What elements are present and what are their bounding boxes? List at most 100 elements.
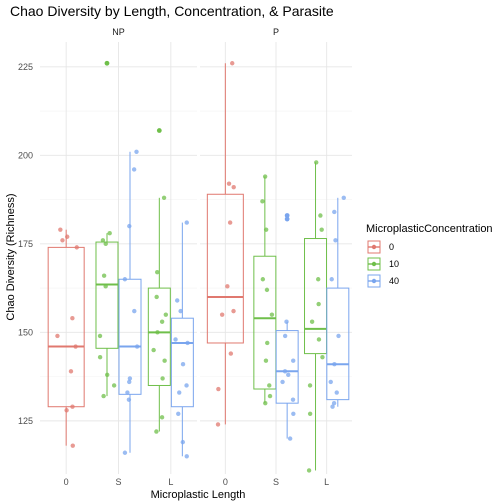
box-body	[118, 278, 142, 395]
data-point	[291, 411, 296, 417]
data-point	[332, 362, 337, 367]
data-point	[329, 277, 334, 282]
data-point	[307, 383, 313, 388]
panel-np: NP 0 S L	[40, 27, 197, 487]
data-point	[103, 241, 108, 247]
data-point	[73, 344, 78, 349]
y-tick-label-150: 150	[18, 327, 33, 337]
data-point	[284, 319, 289, 324]
data-point	[55, 333, 60, 339]
data-point	[126, 397, 132, 402]
data-point	[260, 199, 265, 204]
data-point	[127, 376, 133, 381]
chart-title: Chao Diversity by Length, Concentration,…	[10, 3, 334, 19]
data-point	[132, 308, 137, 314]
panel-p: P 0 S L	[200, 27, 352, 487]
data-point	[227, 220, 233, 225]
data-point	[341, 195, 346, 201]
data-point	[184, 454, 189, 459]
data-point	[111, 383, 117, 388]
data-point	[267, 393, 273, 399]
data-point	[68, 369, 74, 374]
data-point	[173, 337, 178, 342]
data-point	[309, 319, 315, 324]
data-point	[159, 319, 165, 324]
legend-label-0: 0	[389, 242, 394, 252]
data-point	[180, 362, 186, 367]
data-point	[263, 400, 268, 406]
data-point	[151, 347, 156, 353]
box-p-s-10	[253, 174, 277, 406]
data-point	[122, 450, 128, 455]
legend-key-point	[371, 278, 377, 284]
data-point	[175, 298, 180, 303]
y-tick-label-200: 200	[18, 150, 33, 160]
data-point	[65, 234, 70, 239]
data-point	[154, 294, 159, 300]
data-point	[154, 429, 159, 434]
x-tick-label: S	[273, 477, 279, 487]
data-point	[225, 284, 230, 289]
data-point	[331, 400, 337, 406]
data-point	[101, 273, 107, 278]
data-point	[286, 372, 291, 378]
data-point	[134, 344, 140, 349]
data-point	[64, 408, 69, 413]
data-point	[334, 390, 339, 395]
data-point	[100, 238, 106, 243]
box-np-s-10	[95, 231, 119, 399]
data-point	[306, 468, 312, 473]
data-point	[74, 245, 79, 250]
box-body	[275, 330, 299, 404]
data-point	[177, 390, 182, 395]
data-point	[282, 333, 288, 339]
data-point	[290, 397, 296, 402]
data-point	[264, 287, 270, 293]
data-point	[260, 277, 266, 282]
data-point	[263, 358, 269, 363]
legend: MicroplasticConcentration 0 10 40	[366, 223, 493, 288]
box-body	[206, 193, 244, 344]
data-point	[333, 238, 338, 243]
data-point	[70, 315, 75, 321]
data-point	[282, 369, 288, 374]
box-body	[326, 287, 350, 401]
legend-label-10: 10	[389, 259, 399, 269]
box-p-s-40	[275, 319, 299, 441]
data-point	[184, 383, 189, 388]
data-point	[180, 439, 186, 445]
data-point	[330, 404, 335, 409]
legend-item-40: 40	[367, 274, 399, 288]
data-point	[263, 227, 269, 232]
outlier-point	[284, 216, 290, 222]
data-point	[228, 351, 234, 356]
data-point	[316, 337, 322, 342]
panels-layer: 125 150 175 200 225 NP 0 S L P 0 S L	[18, 27, 352, 487]
data-point	[131, 167, 137, 172]
data-point	[97, 333, 103, 339]
data-point	[265, 340, 270, 346]
data-point	[269, 312, 275, 317]
data-point	[70, 443, 75, 448]
data-point	[216, 386, 221, 392]
box-body	[47, 246, 85, 408]
data-point	[316, 277, 321, 282]
data-point	[125, 390, 130, 395]
data-point	[328, 379, 333, 385]
data-point	[316, 301, 321, 307]
data-point	[107, 231, 112, 236]
data-point	[70, 404, 75, 409]
x-tick-label: L	[168, 477, 173, 487]
box-p-0-0	[206, 61, 244, 427]
data-point	[231, 308, 236, 314]
x-tick-label: 0	[223, 477, 228, 487]
data-point	[178, 308, 183, 314]
outlier-point	[104, 60, 110, 66]
data-point	[105, 372, 110, 378]
legend-key-point	[371, 244, 377, 250]
data-point	[122, 277, 128, 282]
legend-item-10: 10	[367, 257, 399, 271]
data-point	[291, 358, 296, 363]
data-point	[101, 393, 106, 399]
data-point	[60, 238, 65, 243]
